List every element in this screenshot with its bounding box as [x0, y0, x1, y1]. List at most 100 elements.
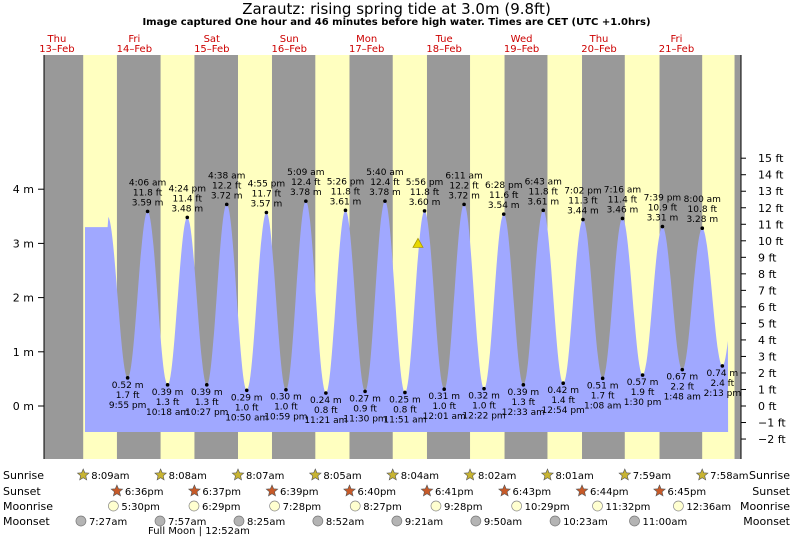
- low-tide-label: 0.24 m: [310, 396, 342, 406]
- moonset-icon: [549, 515, 561, 527]
- moonset-time: 9:50am: [484, 517, 522, 528]
- moonrise-icon: [430, 500, 442, 512]
- moonrise-icon: [108, 500, 119, 512]
- high-tide-label: 7:16 am: [604, 185, 641, 195]
- high-tide-label: 12.2 ft: [449, 181, 479, 191]
- low-tide-label: 0.51 m: [587, 381, 619, 391]
- right-axis-tick-label: 0 ft: [758, 400, 777, 413]
- low-tide-label: 2.4 ft: [710, 379, 734, 389]
- high-tide-point: [383, 199, 387, 203]
- low-tide-label: 0.67 m: [666, 373, 698, 383]
- moonset-time: 11:00am: [643, 517, 688, 528]
- low-tide-point: [600, 376, 605, 381]
- high-tide-label: 3.61 m: [527, 197, 559, 207]
- high-tide-point: [462, 202, 466, 207]
- date-label: 20–Feb: [581, 44, 616, 55]
- low-tide-point: [521, 383, 526, 387]
- moonset-icon: [470, 515, 482, 527]
- high-tide-label: 5:09 am: [287, 168, 324, 178]
- moonset-icon: [629, 515, 640, 527]
- day-label: Fri: [671, 34, 683, 45]
- low-tide-label: 12:33 am: [502, 408, 545, 418]
- high-tide-label: 11.4 ft: [608, 195, 638, 205]
- sunset-time: 6:36pm: [125, 487, 164, 498]
- right-axis-tick-label: 15 ft: [758, 152, 784, 165]
- low-tide-label: 10:18 am: [146, 408, 189, 418]
- date-label: 16–Feb: [272, 44, 307, 55]
- low-tide-point: [244, 388, 249, 393]
- high-tide-label: 3.60 m: [409, 198, 441, 208]
- moonset-icon: [233, 515, 245, 527]
- low-tide-label: 10:59 pm: [264, 413, 307, 423]
- low-tide-label: 0.27 m: [349, 394, 381, 404]
- low-tide-label: 1.0 ft: [472, 402, 496, 412]
- moonrise-icon: [673, 500, 684, 512]
- sunrise-icon: [463, 468, 477, 481]
- right-axis-tick-label: 6 ft: [758, 301, 777, 314]
- date-label: 13–Feb: [39, 44, 74, 55]
- high-tide-point: [541, 208, 546, 213]
- low-tide-label: 1:30 pm: [624, 398, 662, 408]
- low-tide-label: 1.0 ft: [432, 402, 456, 412]
- high-tide-label: 3.31 m: [647, 214, 679, 224]
- low-tide-label: 10:27 pm: [185, 408, 228, 418]
- day-label: Mon: [356, 34, 377, 45]
- left-axis-tick-label: 3 m: [13, 237, 34, 250]
- high-tide-label: 6:11 am: [445, 171, 482, 181]
- high-tide-point: [304, 199, 308, 203]
- left-axis-tick-label: 4 m: [13, 183, 34, 196]
- moonrise-time: 9:28pm: [444, 502, 483, 513]
- low-tide-label: 1.7 ft: [591, 391, 615, 401]
- low-tide-label: 0.39 m: [191, 388, 223, 398]
- moonrise-icon: [511, 500, 523, 512]
- date-label: 18–Feb: [426, 44, 461, 55]
- sunset-time: 6:44pm: [590, 487, 629, 498]
- high-tide-label: 4:38 am: [208, 171, 245, 181]
- page-title: Zarautz: rising spring tide at 3.0m (9.8…: [242, 0, 551, 18]
- low-tide-label: 0.32 m: [468, 392, 500, 402]
- low-tide-label: 11:21 am: [304, 416, 347, 426]
- row-label-right: Moonset: [743, 515, 790, 528]
- low-tide-label: 0.8 ft: [393, 405, 417, 415]
- moonrise-time: 5:30pm: [121, 502, 160, 513]
- high-tide-label: 4:55 pm: [248, 180, 286, 190]
- sunset-icon: [653, 484, 666, 497]
- high-tide-label: 11.8 ft: [331, 187, 361, 197]
- low-tide-label: 0.52 m: [112, 381, 144, 391]
- sunrise-icon: [154, 468, 168, 481]
- high-tide-label: 11.8 ft: [133, 188, 163, 198]
- low-tide-label: 2:13 pm: [704, 389, 742, 399]
- right-axis-tick-label: 1 ft: [758, 383, 777, 396]
- sunrise-icon: [386, 468, 400, 481]
- low-tide-label: 2.2 ft: [670, 383, 694, 393]
- low-tide-label: 0.74 m: [707, 369, 739, 379]
- sunrise-time: 8:04am: [401, 471, 439, 482]
- moonset-time: 7:57am: [168, 517, 206, 528]
- sunset-icon: [498, 484, 511, 497]
- sunset-icon: [187, 484, 201, 497]
- moonrise-time: 11:32pm: [606, 502, 651, 513]
- high-tide-point: [145, 209, 150, 214]
- high-tide-label: 5:56 pm: [406, 178, 444, 188]
- moonrise-icon: [269, 500, 280, 512]
- high-tide-label: 7:02 pm: [564, 187, 602, 197]
- low-tide-label: 11:30 pm: [343, 414, 386, 424]
- low-tide-label: 10:50 am: [225, 413, 268, 423]
- row-label-left: Sunrise: [3, 469, 44, 482]
- low-tide-point: [284, 387, 288, 392]
- full-moon-note: Full Moon | 12:52am: [148, 526, 250, 537]
- high-tide-label: 3.72 m: [448, 191, 480, 201]
- sunset-time: 6:41pm: [435, 487, 474, 498]
- high-tide-label: 3.54 m: [488, 201, 520, 211]
- right-axis-tick-label: 4 ft: [758, 334, 777, 347]
- moonrise-icon: [188, 500, 200, 512]
- moonset-icon: [312, 515, 324, 527]
- low-tide-point: [482, 386, 486, 391]
- sunset-time: 6:37pm: [202, 487, 241, 498]
- low-tide-label: 0.39 m: [508, 388, 540, 398]
- right-axis-tick-label: −2 ft: [758, 433, 786, 446]
- low-tide-label: 1.4 ft: [551, 396, 575, 406]
- low-tide-label: 0.29 m: [231, 393, 263, 403]
- moonrise-time: 10:29pm: [525, 502, 570, 513]
- moonrise-time: 6:29pm: [202, 502, 241, 513]
